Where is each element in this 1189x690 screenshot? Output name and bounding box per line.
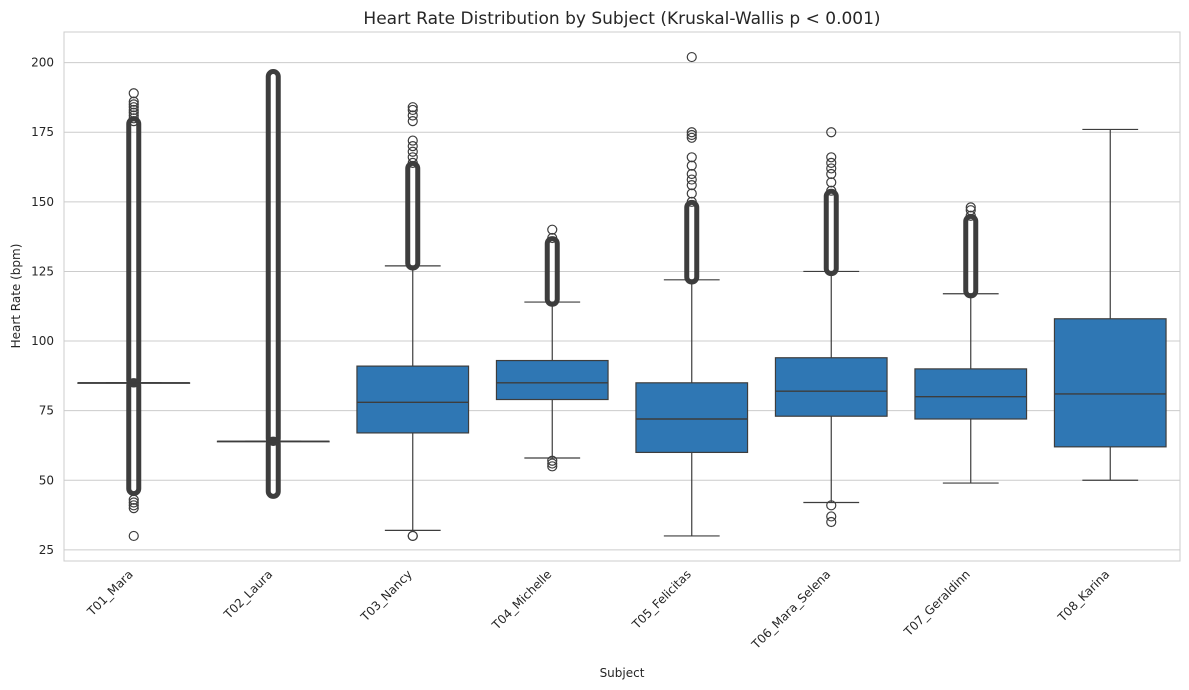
outlier-point <box>128 104 139 116</box>
y-tick-label: 200 <box>31 56 54 70</box>
x-axis-label: Subject <box>600 666 645 680</box>
box-T02_Laura <box>216 69 330 499</box>
plot-area <box>63 31 1181 562</box>
outlier-cluster <box>265 69 281 446</box>
y-tick-label: 125 <box>31 264 54 278</box>
outlier-point <box>965 202 976 213</box>
outlier-point <box>128 500 139 511</box>
outlier-point <box>686 129 697 141</box>
outlier-point <box>128 102 139 113</box>
outlier-point <box>826 163 837 174</box>
outlier-point <box>686 180 697 191</box>
outlier-point <box>826 511 837 522</box>
outlier-point <box>826 185 837 196</box>
outlier-point <box>128 107 139 118</box>
y-tick-label: 175 <box>31 125 54 139</box>
box-T04_Michelle <box>495 224 609 472</box>
outlier-point <box>128 530 139 542</box>
box-T06_Mara_Selena <box>774 127 888 528</box>
outlier-point <box>407 110 418 121</box>
x-axis-ticks: T01_Mara T02_Laura T03_Nancy T04_Michelle T0… <box>84 567 1113 652</box>
box-T03_Nancy <box>356 102 470 542</box>
y-tick-label: 100 <box>31 334 54 348</box>
outlier-point <box>128 497 139 508</box>
y-tick-label: 50 <box>39 473 54 487</box>
outlier-point <box>128 88 139 99</box>
outlier-cluster <box>126 378 142 497</box>
box-iqr <box>774 357 888 417</box>
outlier-point <box>128 503 139 514</box>
x-tick-label: T03_Nancy <box>357 567 414 624</box>
outlier-point <box>128 96 139 107</box>
outlier-point <box>407 530 418 542</box>
box-iqr <box>635 382 749 454</box>
outlier-point <box>686 188 697 199</box>
outlier-point <box>547 458 558 469</box>
outlier-point <box>686 160 697 171</box>
x-tick-label: T04_Michelle <box>489 567 555 633</box>
x-tick-label: T07_Geraldinn <box>901 567 973 639</box>
outlier-point <box>826 152 837 163</box>
outlier-point <box>128 99 139 110</box>
outlier-point <box>686 152 697 163</box>
outlier-point <box>128 494 139 505</box>
x-tick-label: T06_Mara_Selena <box>748 567 833 652</box>
box-iqr <box>356 365 470 434</box>
box-T05_Felicitas <box>635 51 749 537</box>
box-iqr <box>914 368 1028 420</box>
outlier-point <box>826 177 837 188</box>
box-iqr <box>1053 318 1167 448</box>
outlier-point <box>407 104 418 116</box>
outlier-point <box>407 102 418 113</box>
outlier-point <box>407 146 418 157</box>
chart-title: Heart Rate Distribution by Subject (Krus… <box>363 9 880 29</box>
outlier-point <box>128 110 139 121</box>
outlier-point <box>407 115 418 127</box>
outlier-cluster <box>265 436 281 499</box>
outlier-point <box>686 132 697 143</box>
outlier-point <box>128 113 139 124</box>
x-tick-label: T01_Mara <box>84 567 136 619</box>
outlier-point <box>826 127 837 138</box>
outlier-point <box>826 157 837 168</box>
x-tick-label: T02_Laura <box>221 567 276 622</box>
y-tick-label: 75 <box>39 404 54 418</box>
outlier-point <box>965 205 976 216</box>
outlier-point <box>686 51 697 63</box>
x-tick-label: T05_Felicitas <box>629 567 694 632</box>
y-tick-label: 150 <box>31 195 54 209</box>
outlier-point <box>407 152 418 163</box>
box-T01_Mara <box>77 88 191 542</box>
outlier-point <box>407 141 418 152</box>
outlier-cluster <box>126 116 142 388</box>
outlier-point <box>686 174 697 185</box>
grid-lines <box>64 62 1180 551</box>
box-T08_Karina <box>1053 128 1167 481</box>
outlier-point <box>965 210 976 221</box>
outlier-point <box>547 224 558 235</box>
y-axis-ticks: 25 50 75 100 125 150 175 200 <box>31 56 54 557</box>
outlier-point <box>826 168 837 180</box>
outlier-point <box>686 196 697 207</box>
x-tick-label: T08_Karina <box>1054 567 1112 625</box>
outlier-point <box>686 127 697 138</box>
box-T07_Geraldinn <box>914 202 1028 484</box>
outlier-point <box>407 157 418 168</box>
outlier-point <box>407 135 418 146</box>
outlier-point <box>128 115 139 127</box>
y-tick-label: 25 <box>39 543 54 557</box>
box-iqr <box>495 359 609 401</box>
outlier-point <box>547 232 558 244</box>
outlier-point <box>547 461 558 472</box>
outlier-point <box>826 516 837 528</box>
y-axis-label: Heart Rate (bpm) <box>9 244 23 349</box>
boxes <box>77 51 1167 542</box>
outlier-point <box>686 168 697 180</box>
